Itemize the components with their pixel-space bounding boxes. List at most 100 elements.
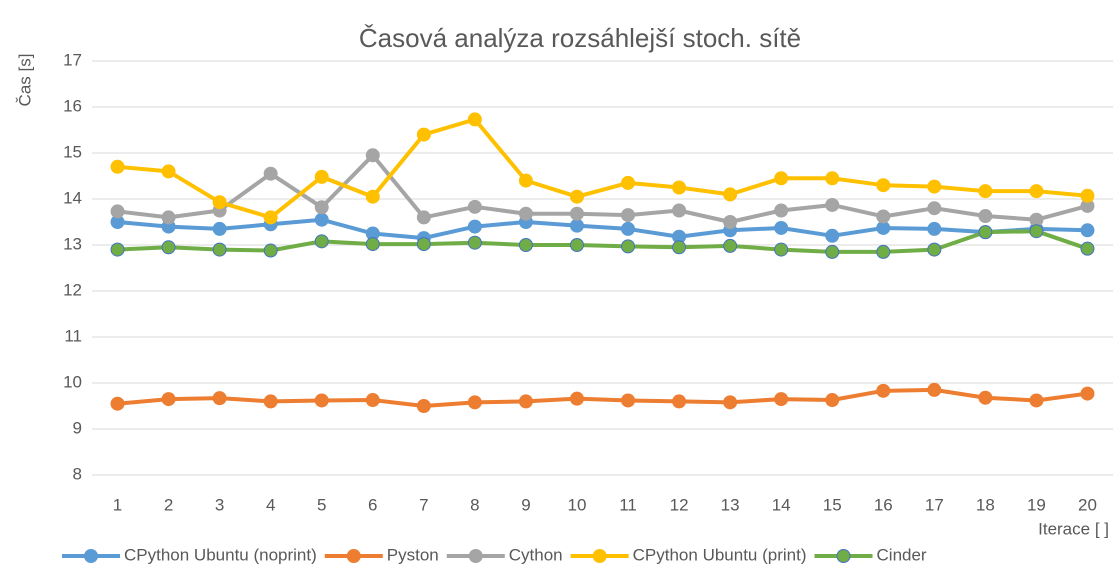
x-axis-label: Iterace [ ] xyxy=(1038,519,1109,538)
point xyxy=(365,237,380,252)
point xyxy=(621,221,636,236)
legend-label: CPython Ubuntu (print) xyxy=(633,545,807,564)
point xyxy=(672,203,687,218)
point xyxy=(161,164,176,179)
point xyxy=(518,173,533,188)
y-tick-label: 15 xyxy=(63,142,82,161)
point xyxy=(110,396,125,411)
point xyxy=(212,195,227,210)
point xyxy=(621,175,636,190)
y-tick-label: 12 xyxy=(63,280,82,299)
point xyxy=(927,179,942,194)
point xyxy=(621,239,636,254)
point xyxy=(876,178,891,193)
x-tick-label: 4 xyxy=(266,495,275,514)
point xyxy=(161,210,176,225)
point xyxy=(569,391,584,406)
point xyxy=(774,392,789,407)
point xyxy=(1080,223,1095,238)
legend-label: Pyston xyxy=(387,545,439,564)
point xyxy=(467,235,482,250)
point xyxy=(876,383,891,398)
y-tick-label: 16 xyxy=(63,96,82,115)
y-tick-label: 8 xyxy=(73,464,82,483)
point xyxy=(263,243,278,258)
legend-marker xyxy=(346,549,361,563)
point xyxy=(365,148,380,163)
point xyxy=(876,244,891,259)
point xyxy=(672,394,687,409)
x-tick-label: 20 xyxy=(1078,495,1097,514)
point xyxy=(314,393,329,408)
point xyxy=(978,225,993,240)
point xyxy=(212,221,227,236)
chart-title: Časová analýza rozsáhlejší stoch. sítě xyxy=(359,23,801,53)
point xyxy=(978,390,993,405)
point xyxy=(161,392,176,407)
point xyxy=(212,391,227,406)
point xyxy=(978,184,993,199)
point xyxy=(569,218,584,233)
point xyxy=(774,242,789,257)
point xyxy=(314,234,329,249)
legend-label: CPython Ubuntu (noprint) xyxy=(124,545,317,564)
x-tick-label: 18 xyxy=(976,495,995,514)
series-line xyxy=(117,117,1088,220)
x-tick-label: 1 xyxy=(113,495,122,514)
x-tick-label: 10 xyxy=(568,495,587,514)
point xyxy=(467,219,482,234)
point xyxy=(314,169,329,184)
y-tick-label: 17 xyxy=(63,50,82,69)
point xyxy=(161,240,176,255)
y-tick-label: 14 xyxy=(63,188,82,207)
x-tick-label: 8 xyxy=(470,495,479,514)
y-tick-label: 11 xyxy=(64,326,82,345)
x-tick-label: 15 xyxy=(823,495,842,514)
point xyxy=(1029,224,1044,239)
legend-marker xyxy=(468,549,483,563)
point xyxy=(467,395,482,410)
x-tick-label: 19 xyxy=(1027,495,1046,514)
point xyxy=(1080,241,1095,256)
point xyxy=(1029,184,1044,199)
point xyxy=(467,112,482,127)
x-tick-label: 13 xyxy=(721,495,740,514)
x-tick-label: 3 xyxy=(215,495,224,514)
legend-label: Cinder xyxy=(877,545,927,564)
series-line xyxy=(117,229,1089,254)
point xyxy=(569,189,584,204)
point xyxy=(467,199,482,214)
x-tick-label: 2 xyxy=(164,495,173,514)
point xyxy=(723,238,738,253)
point xyxy=(927,382,942,397)
point xyxy=(1029,393,1044,408)
x-tick-label: 17 xyxy=(925,495,944,514)
point xyxy=(365,393,380,408)
point xyxy=(621,208,636,223)
point xyxy=(723,215,738,229)
legend-label: Cython xyxy=(509,545,563,564)
point xyxy=(978,209,993,224)
point xyxy=(212,242,227,257)
point xyxy=(263,394,278,409)
point xyxy=(825,197,840,212)
legend-marker xyxy=(84,549,98,563)
y-axis-label: Čas [s] xyxy=(15,54,34,107)
point xyxy=(1080,386,1095,401)
point xyxy=(825,393,840,408)
point xyxy=(723,187,738,202)
point xyxy=(518,394,533,409)
point xyxy=(774,203,789,218)
point xyxy=(416,127,431,142)
point xyxy=(876,209,891,224)
x-tick-label: 5 xyxy=(317,495,326,514)
point xyxy=(518,238,533,252)
point xyxy=(825,244,840,259)
series-line xyxy=(117,217,1088,241)
point xyxy=(365,189,380,204)
x-tick-label: 12 xyxy=(670,495,689,514)
series-line xyxy=(117,387,1088,408)
point xyxy=(621,393,636,408)
point xyxy=(416,210,431,225)
